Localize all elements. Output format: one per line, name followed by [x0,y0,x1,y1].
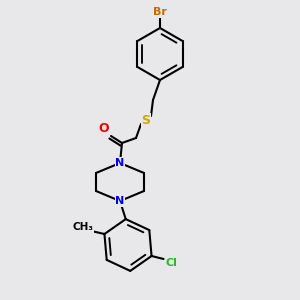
Text: S: S [142,113,151,127]
Text: N: N [116,158,124,168]
Text: N: N [116,196,124,206]
Text: CH₃: CH₃ [73,222,94,232]
Text: Cl: Cl [166,258,178,268]
Text: O: O [99,122,109,136]
Text: Br: Br [153,7,167,17]
